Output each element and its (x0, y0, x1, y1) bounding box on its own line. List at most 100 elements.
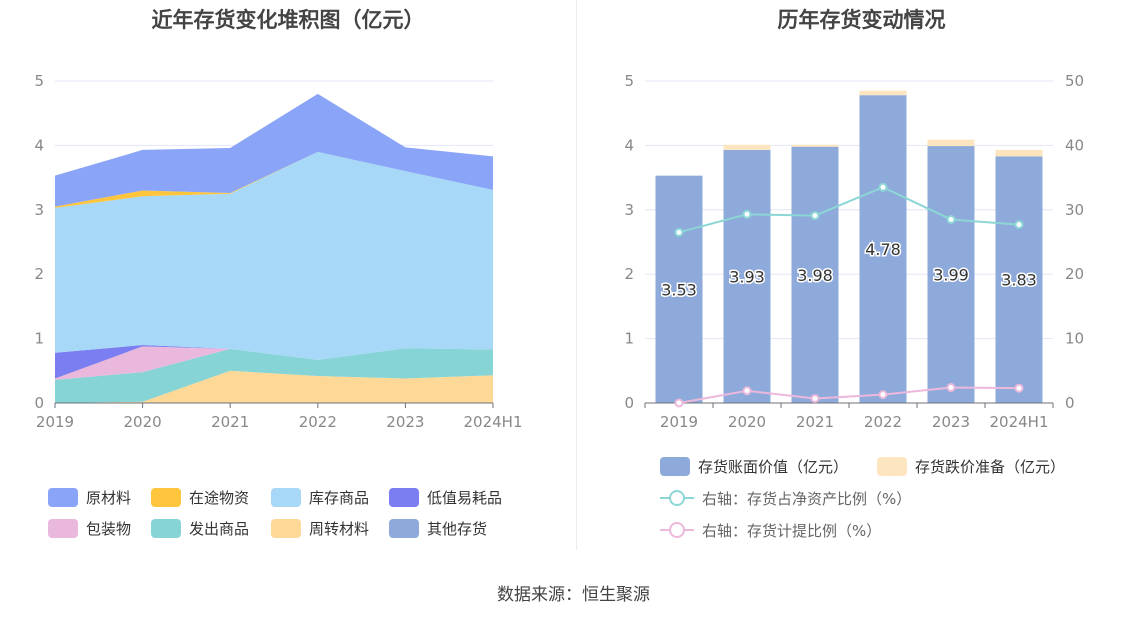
area-发出商品 (55, 348, 493, 403)
line-series (678, 386, 1020, 404)
line-point (1014, 383, 1024, 393)
legend-swatch (271, 518, 301, 538)
legend-label: 右轴：存货占净资产比例（%） (702, 489, 912, 508)
legend-label: 在途物资 (189, 488, 250, 507)
right-chart-title: 历年存货变动情况 (777, 8, 946, 32)
bar-impairment-provision (791, 144, 839, 147)
legend-item-发出商品[interactable]: 发出商品 (151, 517, 249, 539)
legend-item-在途物资[interactable]: 在途物资 (151, 486, 249, 508)
legend-swatch (48, 518, 78, 538)
right-chart-panel: 历年存货变动情况 0 1 2 3 4 5 0 10 20 30 40 50 2019 2020 2021 20… (576, 0, 1147, 560)
line-point (674, 227, 684, 237)
bar-inventory-value (859, 95, 907, 403)
bar-impairment-provision (723, 144, 771, 150)
bar-inventory-value (995, 156, 1043, 403)
y-tick-label: 1 (624, 330, 634, 348)
bar-impairment-provision (927, 139, 975, 147)
legend-label: 其他存货 (427, 519, 488, 538)
y-tick-label: 1 (34, 330, 44, 348)
panel-divider (576, 0, 577, 550)
legend-item-库存商品[interactable]: 库存商品 (271, 486, 369, 508)
line-point (742, 386, 752, 396)
x-tick-label: 2019 (36, 413, 74, 431)
legend-label: 发出商品 (189, 519, 250, 538)
legend-swatch (389, 518, 419, 538)
area-在途物资 (55, 151, 493, 208)
y2-tick-label: 40 (1065, 136, 1084, 154)
line-point (1014, 220, 1024, 230)
y2-tick-label: 50 (1065, 72, 1084, 90)
x-tick-label: 2022 (864, 413, 902, 431)
y2-tick-label: 10 (1065, 330, 1084, 348)
legend-item-右轴：存货占净资产比例（%）[interactable]: 右轴：存货占净资产比例（%） (660, 487, 911, 509)
bar-inventory-value (723, 149, 771, 403)
y-tick-label: 2 (34, 265, 44, 283)
bar-impairment-provision (859, 90, 907, 96)
line-point (946, 383, 956, 393)
y-tick-label: 2 (624, 265, 634, 283)
x-tick-label: 2019 (660, 413, 698, 431)
legend-marker (669, 490, 685, 506)
bar-inventory-value (791, 146, 839, 404)
bar-data-label: 3.99 (933, 266, 969, 285)
legend-swatch (389, 487, 419, 507)
line-point (810, 393, 820, 403)
x-tick-label: 2023 (386, 413, 424, 431)
line-point (674, 398, 684, 408)
y-tick-label: 4 (34, 136, 44, 154)
x-tick-label: 2020 (728, 413, 766, 431)
area-原材料 (55, 93, 493, 207)
legend-item-存货账面价值（亿元）[interactable]: 存货账面价值（亿元） (660, 455, 848, 477)
y-tick-label: 4 (624, 136, 634, 154)
legend-label: 右轴：存货计提比例（%） (702, 521, 882, 540)
bar-data-label: 3.98 (797, 266, 833, 285)
legend-swatch (660, 456, 690, 476)
x-tick-label: 2024H1 (990, 413, 1049, 431)
area-包装物 (55, 346, 493, 380)
legend-swatch (48, 487, 78, 507)
left-chart-panel: 近年存货变化堆积图（亿元） 0 1 2 3 4 5 2019 2020 2021 2022 2023… (0, 0, 576, 560)
legend-label: 原材料 (86, 488, 132, 507)
area-周转材料 (55, 370, 493, 403)
x-tick-label: 2021 (796, 413, 834, 431)
left-chart-title: 近年存货变化堆积图（亿元） (151, 8, 425, 32)
legend-swatch (877, 456, 907, 476)
y2-tick-label: 0 (1065, 394, 1075, 412)
legend-item-原材料[interactable]: 原材料 (48, 486, 131, 508)
legend-swatch (660, 520, 694, 540)
y-tick-label: 3 (624, 201, 634, 219)
legend-label: 存货跌价准备（亿元） (915, 457, 1066, 476)
legend-item-周转材料[interactable]: 周转材料 (271, 517, 369, 539)
legend-item-右轴：存货计提比例（%）[interactable]: 右轴：存货计提比例（%） (660, 519, 881, 541)
legend-item-存货跌价准备（亿元）[interactable]: 存货跌价准备（亿元） (877, 455, 1065, 477)
y-tick-label: 3 (34, 201, 44, 219)
y-tick-label: 5 (34, 72, 44, 90)
legend-item-其他存货[interactable]: 其他存货 (389, 517, 487, 539)
x-tick-label: 2021 (211, 413, 249, 431)
x-tick-label: 2023 (932, 413, 970, 431)
bar-data-label: 3.93 (729, 267, 765, 286)
line-point (878, 182, 888, 192)
y-tick-label: 0 (34, 394, 44, 412)
line-series (678, 186, 1020, 234)
y2-tick-label: 30 (1065, 201, 1084, 219)
bar-impairment-provision (995, 149, 1043, 157)
legend-swatch (271, 487, 301, 507)
x-tick-label: 2024H1 (464, 413, 523, 431)
legend-marker (669, 522, 685, 538)
y-tick-label: 0 (624, 394, 634, 412)
stacked-area-chart: 0 1 2 3 4 5 2019 2020 2021 2022 2023 2024H1 (34, 72, 523, 431)
legend-item-低值易耗品[interactable]: 低值易耗品 (389, 486, 502, 508)
bar-data-label: 3.83 (1001, 271, 1037, 290)
y-tick-label: 5 (624, 72, 634, 90)
legend-label: 包装物 (86, 519, 132, 538)
area-库存商品 (55, 151, 493, 360)
legend-label: 库存商品 (309, 488, 370, 507)
bar-data-label: 4.78 (865, 240, 901, 259)
bar-inventory-value (927, 146, 975, 403)
bar-inventory-value (655, 175, 703, 403)
line-point (810, 211, 820, 221)
legend-swatch (151, 518, 181, 538)
legend-item-包装物[interactable]: 包装物 (48, 517, 131, 539)
